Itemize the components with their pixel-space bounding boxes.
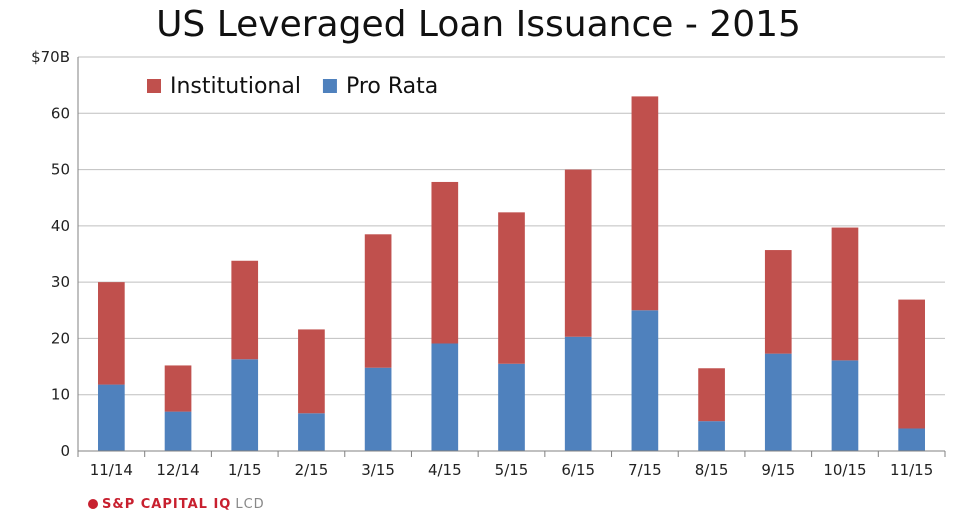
x-tick-label: 2/15: [295, 461, 329, 479]
bar-institutional: [164, 365, 192, 412]
bar-pro-rata: [98, 384, 125, 451]
y-tick-label: 10: [51, 386, 70, 404]
x-tick-label: 9/15: [761, 461, 795, 479]
bar-institutional: [831, 227, 859, 361]
bar-pro-rata: [498, 363, 525, 451]
legend: Institutional Pro Rata: [147, 74, 438, 99]
x-tick-labels: 11/14 12/14 1/15 2/15 3/15 4/15 5/15 6/15 7/15 8/…: [90, 461, 934, 479]
y-tick-label: $70B: [31, 48, 70, 66]
bar-institutional: [498, 212, 525, 364]
legend-label: Institutional: [170, 74, 301, 99]
y-tick-label: 30: [51, 273, 70, 291]
bar-pro-rata: [631, 310, 659, 451]
logo-dot-icon: [88, 499, 98, 509]
bar-pro-rata: [831, 360, 859, 451]
y-tick-label: 40: [51, 217, 70, 235]
legend-label: Pro Rata: [346, 74, 438, 99]
bars: [98, 96, 925, 451]
bar-institutional: [564, 169, 592, 337]
bar-institutional: [298, 329, 325, 414]
bar-institutional: [231, 260, 259, 360]
logo-suffix: LCD: [235, 497, 265, 512]
x-tick-label: 8/15: [695, 461, 729, 479]
chart-title: US Leveraged Loan Issuance - 2015: [156, 4, 801, 45]
bar-pro-rata: [298, 413, 325, 451]
bar-pro-rata: [164, 411, 192, 451]
y-tick-label: 20: [51, 329, 70, 347]
bar-pro-rata: [698, 421, 725, 451]
y-tick-label: 0: [60, 442, 70, 460]
x-tick-label: 6/15: [561, 461, 595, 479]
axes: [77, 57, 946, 457]
y-tick-label: 60: [51, 104, 70, 122]
x-tick-label: 11/14: [90, 461, 133, 479]
bar-pro-rata: [431, 343, 459, 451]
y-tick-label: 50: [51, 161, 70, 179]
x-tick-label: 1/15: [228, 461, 262, 479]
logo-brand: S&P CAPITAL IQ: [102, 497, 232, 512]
legend-swatch: [147, 79, 161, 93]
x-tick-label: 5/15: [495, 461, 529, 479]
bar-pro-rata: [364, 367, 392, 451]
bar-pro-rata: [231, 359, 259, 451]
bar-institutional: [364, 234, 392, 368]
bar-pro-rata: [764, 353, 792, 451]
bar-institutional: [98, 282, 125, 385]
bar-pro-rata: [898, 428, 925, 451]
bar-pro-rata: [564, 336, 592, 451]
x-tick-label: 7/15: [628, 461, 662, 479]
bar-institutional: [898, 299, 925, 429]
x-tick-label: 10/15: [823, 461, 866, 479]
x-tick-label: 12/14: [156, 461, 199, 479]
bar-institutional: [698, 368, 725, 422]
bar-institutional: [764, 250, 792, 354]
legend-swatch: [322, 79, 337, 93]
x-tick-label: 11/15: [890, 461, 933, 479]
bar-institutional: [631, 96, 659, 311]
y-tick-labels: 0 10 20 30 40 50 60 $70B: [31, 48, 70, 460]
x-tick-label: 3/15: [361, 461, 395, 479]
source-logo: S&P CAPITAL IQ LCD: [88, 497, 265, 512]
x-tick-label: 4/15: [428, 461, 462, 479]
bar-institutional: [431, 181, 459, 344]
